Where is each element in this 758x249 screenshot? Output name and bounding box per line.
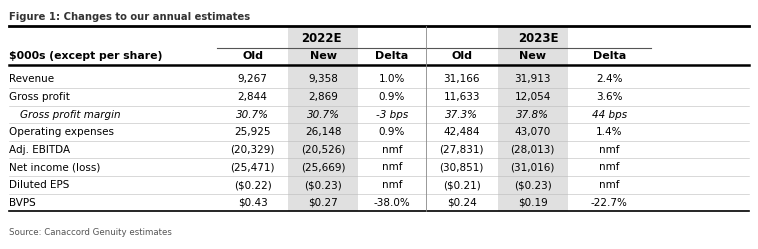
Text: Diluted EPS: Diluted EPS [9, 180, 69, 190]
Text: Delta: Delta [375, 51, 409, 61]
Text: $0.24: $0.24 [446, 198, 477, 208]
Text: (20,526): (20,526) [301, 145, 346, 155]
Text: 2023E: 2023E [518, 32, 559, 45]
Text: Revenue: Revenue [9, 74, 54, 84]
Text: nmf: nmf [599, 145, 619, 155]
Text: 44 bps: 44 bps [592, 110, 627, 120]
Text: 0.9%: 0.9% [379, 127, 405, 137]
Text: nmf: nmf [381, 145, 402, 155]
Text: nmf: nmf [599, 162, 619, 172]
Text: New: New [519, 51, 547, 61]
Text: 30.7%: 30.7% [236, 110, 269, 120]
Text: nmf: nmf [381, 180, 402, 190]
Text: 31,913: 31,913 [515, 74, 551, 84]
Text: 26,148: 26,148 [305, 127, 341, 137]
Text: Adj. EBITDA: Adj. EBITDA [9, 145, 70, 155]
Text: Figure 1: Changes to our annual estimates: Figure 1: Changes to our annual estimate… [9, 12, 250, 22]
Text: 2,844: 2,844 [237, 92, 268, 102]
Text: 2.4%: 2.4% [596, 74, 622, 84]
Text: BVPS: BVPS [9, 198, 36, 208]
Text: Gross profit: Gross profit [9, 92, 70, 102]
Text: Operating expenses: Operating expenses [9, 127, 114, 137]
Text: 2022E: 2022E [301, 32, 341, 45]
Text: -38.0%: -38.0% [374, 198, 410, 208]
Text: Old: Old [451, 51, 472, 61]
Text: 1.0%: 1.0% [379, 74, 405, 84]
Text: Old: Old [242, 51, 263, 61]
Text: (27,831): (27,831) [440, 145, 484, 155]
Bar [497, 26, 568, 211]
Text: 42,484: 42,484 [443, 127, 480, 137]
Text: (30,851): (30,851) [440, 162, 484, 172]
Text: (28,013): (28,013) [510, 145, 555, 155]
Bar [288, 26, 358, 211]
Text: 43,070: 43,070 [515, 127, 551, 137]
Text: 11,633: 11,633 [443, 92, 480, 102]
Text: nmf: nmf [381, 162, 402, 172]
Text: Delta: Delta [593, 51, 626, 61]
Text: nmf: nmf [599, 180, 619, 190]
Text: $000s (except per share): $000s (except per share) [9, 51, 162, 61]
Text: 2,869: 2,869 [309, 92, 338, 102]
Text: $0.27: $0.27 [309, 198, 338, 208]
Text: Net income (loss): Net income (loss) [9, 162, 100, 172]
Text: (25,471): (25,471) [230, 162, 274, 172]
Text: 9,267: 9,267 [237, 74, 268, 84]
Text: $0.19: $0.19 [518, 198, 547, 208]
Text: ($0.22): ($0.22) [233, 180, 271, 190]
Text: 37.8%: 37.8% [516, 110, 550, 120]
Text: 30.7%: 30.7% [307, 110, 340, 120]
Text: -3 bps: -3 bps [376, 110, 408, 120]
Text: 3.6%: 3.6% [596, 92, 622, 102]
Text: Source: Canaccord Genuity estimates: Source: Canaccord Genuity estimates [9, 228, 172, 237]
Text: 9,358: 9,358 [309, 74, 338, 84]
Text: $0.43: $0.43 [237, 198, 268, 208]
Text: 0.9%: 0.9% [379, 92, 405, 102]
Text: (31,016): (31,016) [510, 162, 555, 172]
Text: ($0.21): ($0.21) [443, 180, 481, 190]
Text: 1.4%: 1.4% [596, 127, 622, 137]
Text: New: New [309, 51, 337, 61]
Text: ($0.23): ($0.23) [304, 180, 342, 190]
Text: (20,329): (20,329) [230, 145, 274, 155]
Text: 31,166: 31,166 [443, 74, 480, 84]
Text: 12,054: 12,054 [515, 92, 551, 102]
Text: -22.7%: -22.7% [591, 198, 628, 208]
Text: Gross profit margin: Gross profit margin [20, 110, 121, 120]
Text: (25,669): (25,669) [301, 162, 346, 172]
Text: 37.3%: 37.3% [445, 110, 478, 120]
Text: 25,925: 25,925 [234, 127, 271, 137]
Text: ($0.23): ($0.23) [514, 180, 552, 190]
